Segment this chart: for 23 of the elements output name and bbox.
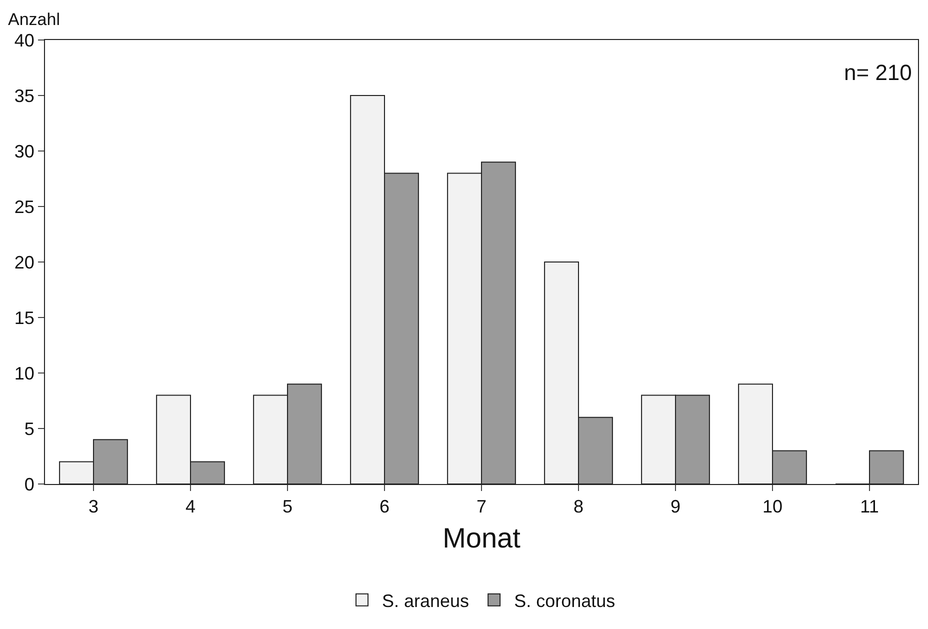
x-axis-title: Monat <box>442 522 521 554</box>
x-tick-label: 6 <box>379 496 390 517</box>
legend-label: S. coronatus <box>514 590 616 611</box>
x-tick-label: 4 <box>185 496 196 517</box>
x-tick-label: 3 <box>88 496 99 517</box>
y-tick-label: 15 <box>14 308 34 328</box>
x-tick-label: 7 <box>476 496 487 517</box>
y-tick-label: 20 <box>14 252 34 272</box>
x-tick-label: 8 <box>573 496 584 517</box>
x-tick-label: 5 <box>282 496 293 517</box>
y-tick-label: 10 <box>14 363 34 384</box>
y-tick-label: 0 <box>24 474 34 494</box>
x-tick-label: 9 <box>670 496 681 517</box>
x-tick-label: 10 <box>762 496 783 517</box>
y-tick-label: 5 <box>24 418 34 439</box>
y-tick-label: 30 <box>14 141 34 162</box>
y-tick-label: 40 <box>14 30 34 50</box>
y-axis-title: Anzahl <box>8 10 60 29</box>
x-tick-label: 11 <box>860 496 879 517</box>
y-tick-label: 25 <box>14 196 34 217</box>
y-tick-label: 35 <box>14 86 34 106</box>
legend-label: S. araneus <box>382 590 470 611</box>
annotation: n= 210 <box>844 60 912 85</box>
